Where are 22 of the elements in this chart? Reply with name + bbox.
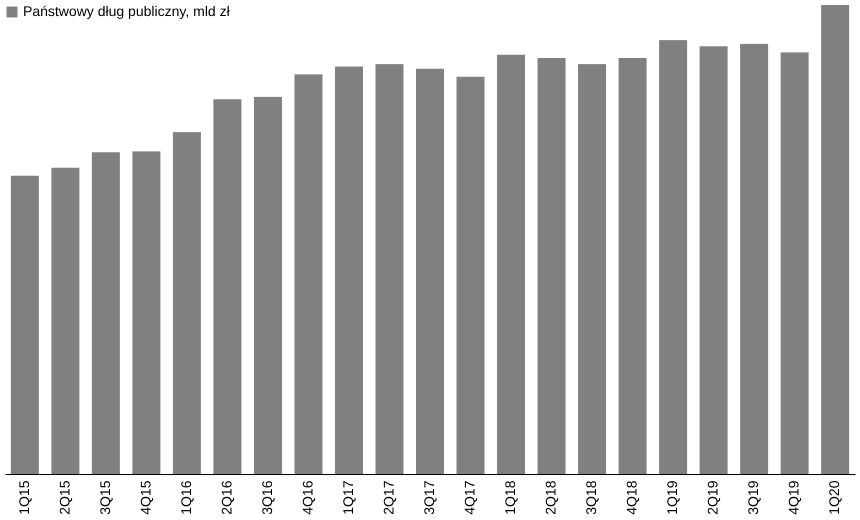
x-tick-label: 2Q15 (56, 480, 72, 515)
x-tick-label: 3Q16 (258, 480, 275, 515)
legend-label: Państwowy dług publiczny, mld zł (23, 3, 231, 19)
x-tick-label: 1Q15 (16, 480, 32, 515)
x-tick-label: 2Q18 (542, 480, 559, 515)
x-tick-label: 3Q17 (421, 480, 437, 515)
x-tick-label: 4Q15 (137, 480, 154, 515)
x-tick-label: 1Q19 (664, 480, 680, 515)
x-tick-label: 1Q17 (340, 480, 356, 515)
x-tick-label: 2Q17 (380, 480, 396, 515)
x-tick-label: 4Q18 (624, 480, 640, 515)
x-tick-label: 2Q16 (218, 480, 234, 515)
x-tick-label: 3Q18 (583, 480, 600, 515)
x-tick-label: 4Q16 (299, 480, 316, 515)
x-tick-label: 1Q20 (826, 480, 842, 515)
x-tick-label: 3Q15 (96, 480, 113, 515)
x-tick-label: 3Q19 (745, 480, 762, 515)
x-tick-label: 2Q19 (704, 480, 721, 515)
x-tick-label: 1Q18 (502, 480, 518, 515)
x-tick-label: 4Q19 (786, 480, 802, 515)
x-tick-label: 1Q16 (178, 480, 194, 515)
x-tick-label: 4Q17 (462, 480, 478, 515)
